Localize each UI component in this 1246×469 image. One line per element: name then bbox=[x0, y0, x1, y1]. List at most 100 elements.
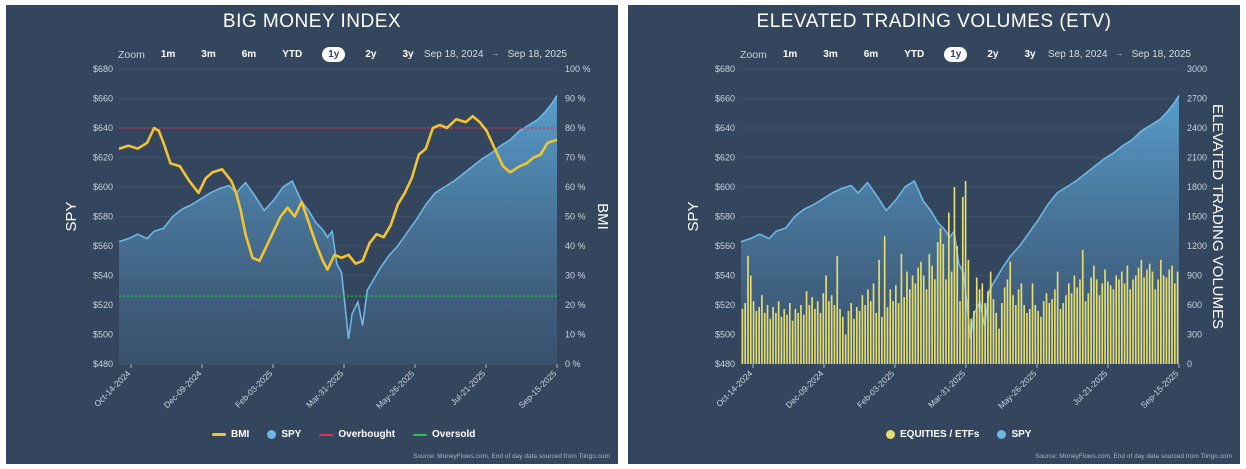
etv-bar bbox=[908, 289, 911, 364]
zoom-1m-button[interactable]: 1m bbox=[782, 49, 798, 60]
zoom-3m-button[interactable]: 3m bbox=[823, 49, 838, 60]
zoom-ytd-button[interactable]: YTD bbox=[904, 49, 925, 60]
etv-bar bbox=[981, 283, 984, 364]
x-tick-label: Feb-03-2025 bbox=[855, 368, 897, 410]
source-note: Source: MoneyFlows.com, End of day data … bbox=[1035, 453, 1232, 460]
etv-bar bbox=[1107, 281, 1109, 364]
legend-item-oversold[interactable]: Oversold bbox=[413, 429, 475, 440]
etv-bar bbox=[772, 307, 774, 364]
zoom-6m-button[interactable]: 6m bbox=[241, 49, 257, 60]
x-tick-label: Mar-31-2025 bbox=[304, 368, 346, 410]
etv-bar bbox=[847, 310, 850, 364]
etv-bar bbox=[1104, 269, 1106, 364]
zoom-3y-button[interactable]: 3y bbox=[1024, 49, 1036, 60]
etv-bar bbox=[1137, 267, 1140, 364]
x-tick-label: May-26-2025 bbox=[374, 368, 417, 411]
etv-bar bbox=[914, 283, 917, 364]
overbought-swatch bbox=[319, 433, 334, 436]
zoom-1m-button[interactable]: 1m bbox=[160, 49, 176, 60]
etv-bar bbox=[791, 320, 794, 364]
etv-bar bbox=[872, 283, 875, 364]
etv-bar bbox=[1126, 265, 1129, 364]
x-tick-label: May-26-2025 bbox=[996, 368, 1039, 411]
etv-bar bbox=[1028, 308, 1031, 364]
zoom-2y-button[interactable]: 2y bbox=[987, 49, 999, 60]
etv-bar bbox=[1093, 265, 1095, 364]
etv-bar bbox=[892, 301, 894, 364]
legend-item-spy[interactable]: SPY bbox=[267, 429, 301, 440]
date-to[interactable]: Sep 18, 2025 bbox=[507, 49, 568, 60]
legend-label-overbought: Overbought bbox=[338, 429, 396, 440]
y-tick-label-left: $640 bbox=[715, 123, 735, 133]
chart-legend: BMI SPY Overbought Oversold bbox=[212, 429, 475, 440]
zoom-3y-button[interactable]: 3y bbox=[402, 49, 414, 60]
y-tick-label-right: 100 % bbox=[565, 64, 591, 74]
y-tick-label-left: $500 bbox=[93, 330, 113, 340]
y-tick-label-left: $620 bbox=[715, 153, 735, 163]
date-from[interactable]: Sep 18, 2024 bbox=[1048, 49, 1108, 60]
etv-bar bbox=[881, 316, 883, 364]
etv-bar bbox=[1087, 293, 1090, 364]
etv-bar bbox=[844, 334, 847, 364]
etv-bar bbox=[858, 310, 861, 364]
etv-bar bbox=[1079, 279, 1081, 364]
zoom-ytd-button[interactable]: YTD bbox=[282, 49, 303, 60]
zoom-1y-button[interactable]: 1y bbox=[322, 47, 346, 62]
y-tick-label-left: $520 bbox=[715, 300, 735, 310]
zoom-2y-button[interactable]: 2y bbox=[365, 49, 377, 60]
y-tick-label-left: $560 bbox=[715, 241, 735, 251]
etv-bar bbox=[1056, 271, 1059, 364]
etv-chart-svg: $680 3000$660 2700$640 2400$620 2100$600 1800… bbox=[685, 64, 1226, 411]
y-tick-label-right: 900 bbox=[1187, 271, 1202, 281]
etv-bar bbox=[1154, 289, 1157, 364]
y-tick-label-right: 10 % bbox=[565, 330, 586, 340]
legend-label-spy: SPY bbox=[1011, 429, 1032, 440]
bmi-swatch bbox=[212, 433, 226, 436]
legend-label-bmi: BMI bbox=[231, 429, 250, 440]
etv-bar bbox=[1001, 303, 1003, 364]
y-tick-label-left: $660 bbox=[715, 94, 735, 104]
etv-bar bbox=[1067, 283, 1070, 364]
date-to[interactable]: Sep 18, 2025 bbox=[1131, 49, 1192, 60]
y-tick-label-left: $680 bbox=[715, 64, 735, 74]
y-tick-label-left: $680 bbox=[93, 64, 113, 74]
etv-bar bbox=[830, 295, 833, 364]
etv-bar bbox=[987, 291, 989, 364]
y-tick-label-left: $520 bbox=[93, 300, 113, 310]
etv-bar bbox=[794, 308, 797, 364]
etv-bar bbox=[1112, 289, 1115, 364]
zoom-1y-button[interactable]: 1y bbox=[944, 47, 968, 62]
etv-bar bbox=[1157, 279, 1159, 364]
date-from[interactable]: Sep 18, 2024 bbox=[424, 49, 484, 60]
zoom-6m-button[interactable]: 6m bbox=[863, 49, 879, 60]
etv-bar bbox=[922, 275, 925, 364]
etv-bar bbox=[758, 307, 760, 364]
bmi-chart-svg: $680 100 % $660 90 % $640 80 % $620 70 % $600 60 … bbox=[63, 64, 611, 411]
x-tick-label: Feb-03-2025 bbox=[233, 368, 275, 410]
etv-bar bbox=[883, 236, 886, 364]
legend-item-bmi[interactable]: BMI bbox=[212, 429, 249, 440]
equities-swatch bbox=[886, 430, 895, 439]
etv-bar bbox=[777, 301, 780, 364]
etv-bar bbox=[755, 310, 758, 364]
y-tick-label-left: $500 bbox=[715, 330, 735, 340]
y-tick-label-right: 2700 bbox=[1187, 94, 1207, 104]
etv-bar bbox=[780, 316, 783, 364]
etv-bar bbox=[822, 293, 825, 364]
etv-bar bbox=[1020, 283, 1023, 364]
legend-item-equities[interactable]: EQUITIES / ETFs bbox=[886, 429, 979, 440]
legend-item-overbought[interactable]: Overbought bbox=[319, 429, 395, 440]
etv-bar bbox=[1023, 305, 1025, 364]
etv-bar bbox=[1115, 275, 1118, 364]
etv-bar bbox=[744, 303, 747, 364]
chart-title: ELEVATED TRADING VOLUMES (ETV) bbox=[756, 11, 1112, 32]
etv-bar bbox=[1134, 275, 1137, 364]
legend-item-spy[interactable]: SPY bbox=[997, 429, 1031, 440]
etv-bar bbox=[906, 271, 908, 364]
legend-label-equities: EQUITIES / ETFs bbox=[900, 429, 980, 440]
etv-bar bbox=[895, 285, 897, 364]
spy-line bbox=[118, 95, 558, 340]
y-tick-label-right: 1200 bbox=[1187, 241, 1207, 251]
zoom-3m-button[interactable]: 3m bbox=[201, 49, 216, 60]
etv-bar bbox=[1118, 279, 1120, 364]
